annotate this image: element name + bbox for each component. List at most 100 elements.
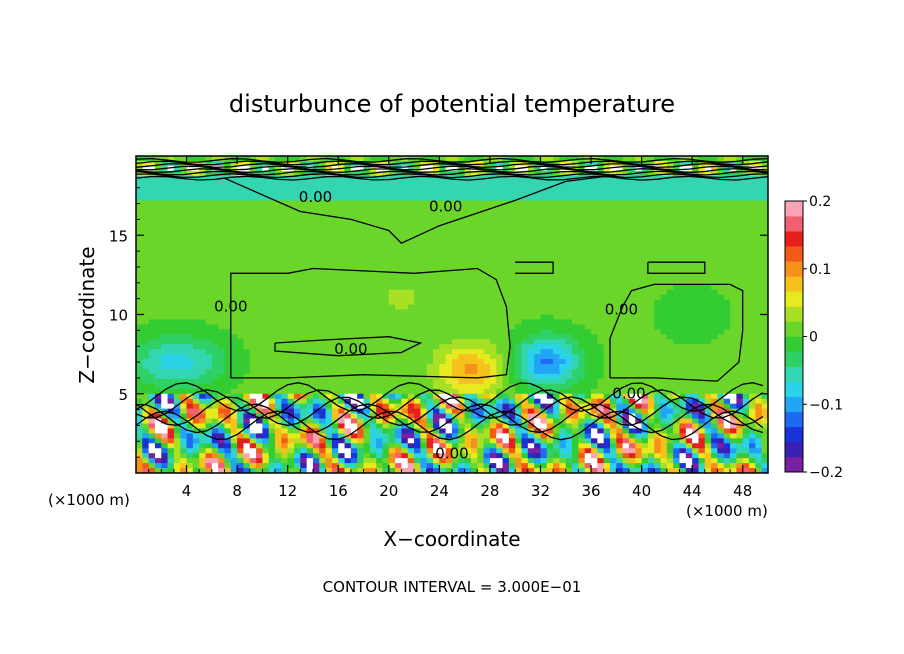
field-cell [445, 180, 453, 187]
field-cell [610, 225, 617, 231]
field-cell [306, 260, 314, 266]
field-cell [464, 339, 472, 345]
field-cell [464, 443, 472, 449]
field-cell [319, 359, 327, 365]
field-cell [553, 324, 561, 330]
field-cell [363, 245, 371, 251]
field-cell [230, 334, 238, 340]
field-cell [319, 443, 327, 449]
field-cell [230, 160, 238, 167]
field-cell [622, 324, 630, 330]
field-cell [496, 235, 504, 241]
field-cell [622, 289, 630, 296]
field-cell [584, 160, 592, 167]
field-cell [211, 433, 219, 439]
field-cell [597, 458, 605, 464]
field-cell [603, 388, 611, 395]
field-cell [192, 428, 200, 434]
field-cell [616, 453, 624, 459]
field-cell [502, 294, 510, 301]
field-cell [331, 220, 339, 226]
field-cell [426, 339, 434, 345]
field-cell [275, 274, 282, 281]
field-cell [205, 289, 213, 296]
field-cell [300, 230, 308, 236]
field-cell [470, 180, 478, 187]
field-cell [470, 349, 478, 355]
field-cell [237, 468, 245, 473]
field-cell [546, 373, 554, 380]
field-cell [401, 388, 409, 395]
field-cell [262, 314, 270, 321]
field-cell [584, 373, 592, 380]
field-cell [610, 255, 617, 261]
field-cell [483, 185, 491, 192]
field-cell [489, 269, 497, 276]
field-cell [445, 458, 453, 464]
field-cell [275, 398, 282, 405]
field-cell [218, 423, 226, 430]
field-cell [502, 289, 510, 296]
field-cell [161, 364, 169, 370]
field-cell [173, 235, 181, 241]
field-cell [489, 284, 497, 291]
field-cell [300, 413, 308, 420]
field-cell [369, 433, 377, 439]
field-cell [205, 468, 213, 473]
field-cell [559, 240, 567, 246]
field-cell [477, 210, 485, 217]
field-cell [173, 364, 181, 370]
field-cell [350, 205, 358, 212]
field-cell [559, 398, 567, 405]
field-cell [527, 349, 535, 355]
field-cell [142, 433, 150, 439]
field-cell [407, 438, 415, 444]
field-cell [420, 463, 428, 469]
field-cell [508, 433, 516, 439]
field-cell [262, 418, 270, 425]
field-cell [344, 185, 352, 192]
field-cell [426, 284, 434, 291]
field-cell [205, 170, 213, 177]
field-cell [559, 354, 567, 360]
field-cell [597, 373, 605, 380]
field-cell [268, 349, 276, 355]
field-cell [350, 210, 358, 217]
field-cell [597, 210, 605, 217]
field-cell [515, 418, 523, 425]
field-cell [483, 299, 491, 306]
field-cell [331, 289, 339, 296]
field-cell [199, 294, 207, 301]
field-cell [445, 230, 453, 236]
field-cell [224, 438, 232, 444]
field-cell [616, 468, 624, 473]
field-cell [407, 319, 415, 325]
field-cell [439, 349, 447, 355]
field-cell [477, 170, 485, 177]
field-cell [578, 324, 586, 330]
field-cell [414, 245, 421, 251]
field-cell [312, 413, 320, 420]
field-cell [553, 215, 561, 221]
field-cell [433, 339, 440, 345]
field-cell [420, 200, 428, 207]
field-cell [521, 304, 529, 311]
field-cell [407, 185, 415, 192]
field-cell [192, 364, 200, 370]
field-cell [515, 235, 523, 241]
field-cell [300, 354, 308, 360]
field-cell [452, 468, 459, 473]
field-cell [464, 398, 472, 405]
field-cell [502, 255, 510, 261]
field-cell [136, 349, 143, 355]
field-cell [565, 309, 573, 316]
field-cell [553, 220, 561, 226]
field-cell [331, 185, 339, 192]
field-cell [540, 378, 548, 385]
field-cell [559, 463, 567, 469]
field-cell [331, 423, 339, 430]
field-cell [395, 433, 403, 439]
field-cell [319, 250, 327, 256]
field-cell [439, 359, 447, 365]
field-cell [344, 314, 352, 321]
